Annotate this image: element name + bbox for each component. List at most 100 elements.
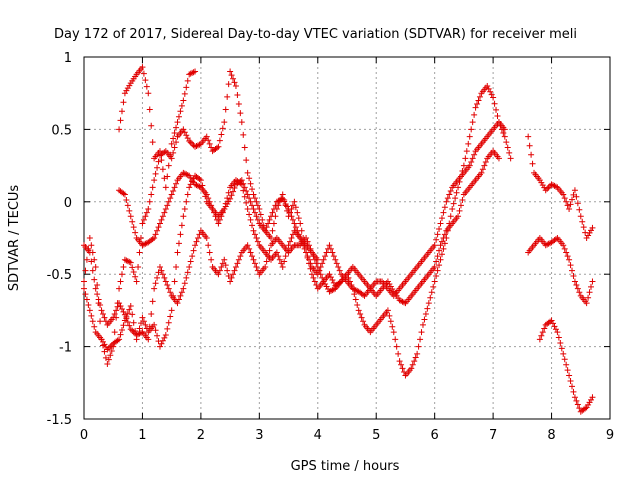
data-point <box>319 274 326 281</box>
data-point <box>431 263 438 270</box>
data-point <box>225 198 232 205</box>
data-point <box>254 238 261 245</box>
data-point <box>145 336 152 343</box>
data-point <box>493 106 500 113</box>
chart-title: Day 172 of 2017, Sidereal Day-to-day VTE… <box>54 27 577 42</box>
data-point <box>468 126 475 133</box>
data-point <box>221 256 228 263</box>
data-point <box>428 289 435 296</box>
x-tick-label: 0 <box>80 428 88 443</box>
data-point <box>208 202 215 209</box>
data-point <box>117 331 124 338</box>
data-point <box>197 177 204 184</box>
data-point <box>243 187 250 194</box>
data-point <box>82 291 89 298</box>
data-point <box>162 184 169 191</box>
data-point <box>308 271 315 278</box>
data-point <box>253 235 260 241</box>
data-point <box>408 365 415 372</box>
data-point <box>81 278 87 285</box>
data-point <box>187 258 194 265</box>
data-point <box>503 139 510 146</box>
data-point <box>311 278 318 285</box>
data-point <box>282 200 289 207</box>
data-point <box>275 198 282 205</box>
data-point <box>529 160 536 167</box>
data-point <box>438 215 445 222</box>
data-point <box>159 213 166 220</box>
data-point <box>295 231 302 238</box>
data-point <box>133 336 140 343</box>
data-point <box>224 200 231 207</box>
data-point <box>156 263 163 270</box>
data-point <box>145 90 152 97</box>
data-point <box>276 256 283 263</box>
data-point <box>118 271 125 278</box>
data-point <box>184 77 191 84</box>
data-point <box>181 129 188 136</box>
data-point <box>525 133 532 140</box>
data-point <box>246 245 253 252</box>
data-point <box>237 178 244 185</box>
data-point <box>149 139 156 146</box>
data-point <box>256 206 263 213</box>
data-point <box>83 296 90 303</box>
data-point <box>132 328 139 335</box>
data-point <box>177 108 184 115</box>
data-point <box>124 85 131 92</box>
data-point <box>425 300 432 307</box>
data-point <box>205 242 212 249</box>
data-point <box>193 182 200 189</box>
data-point <box>130 319 137 326</box>
data-point <box>444 195 451 202</box>
data-point <box>434 231 441 238</box>
data-point <box>159 337 166 344</box>
data-point <box>257 211 264 218</box>
data-point <box>99 311 106 318</box>
data-point <box>273 249 280 256</box>
data-point <box>139 242 146 249</box>
data-point <box>228 274 235 281</box>
data-point <box>116 336 123 343</box>
data-point <box>573 397 580 404</box>
data-point <box>386 312 393 319</box>
data-point <box>89 318 96 325</box>
data-point <box>126 322 133 329</box>
data-point <box>244 242 251 249</box>
data-point <box>165 162 172 169</box>
data-point <box>126 258 133 265</box>
data-point <box>123 257 130 264</box>
data-point <box>481 162 488 169</box>
data-point <box>152 327 159 334</box>
data-point <box>88 242 95 249</box>
data-point <box>352 287 359 294</box>
data-point <box>129 311 136 318</box>
data-point <box>326 288 333 295</box>
data-point <box>583 235 590 241</box>
data-point <box>149 236 156 243</box>
data-point <box>243 157 250 164</box>
data-point <box>113 307 120 314</box>
data-point <box>438 251 445 258</box>
data-point <box>124 310 131 317</box>
data-point <box>292 204 299 211</box>
data-point <box>471 111 478 118</box>
data-point <box>218 263 225 270</box>
data-point <box>238 177 245 184</box>
data-point <box>250 227 257 234</box>
data-point <box>187 139 194 146</box>
data-point <box>323 249 330 256</box>
data-point <box>250 191 257 198</box>
data-point <box>193 238 200 245</box>
x-tick-label: 5 <box>372 428 380 443</box>
data-point <box>228 192 235 199</box>
data-point <box>161 149 168 156</box>
data-point <box>431 278 438 285</box>
data-point <box>187 70 194 77</box>
data-point <box>437 256 444 263</box>
data-point <box>164 282 171 289</box>
series-track-2 <box>81 148 502 343</box>
data-point <box>585 232 592 239</box>
data-point <box>275 253 282 260</box>
data-point <box>152 231 159 238</box>
